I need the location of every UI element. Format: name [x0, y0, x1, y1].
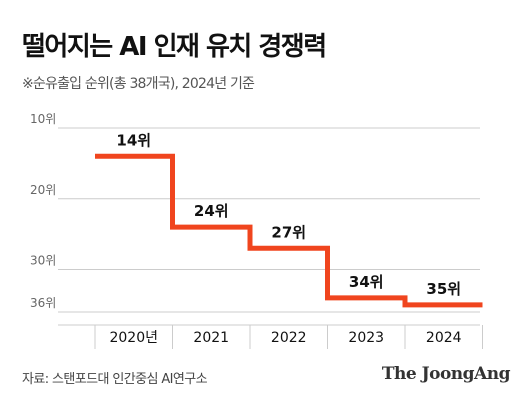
data-label: 34위: [349, 273, 384, 291]
source-note: 자료: 스탠포드대 인간중심 AI연구소: [22, 372, 208, 387]
data-label: 27위: [271, 223, 306, 241]
y-tick-label: 10위: [30, 112, 56, 126]
series-step-line: [95, 153, 483, 308]
chart-subtitle: ※순유출입 순위(총 38개국), 2024년 기준: [22, 76, 255, 92]
x-tick-label: 2022: [271, 330, 307, 346]
y-tick-label: 30위: [30, 254, 56, 268]
series-line: [95, 153, 483, 308]
data-labels: 14위 24위 27위 34위 35위: [116, 131, 461, 298]
y-tick-label: 36위: [30, 296, 56, 310]
x-tick-label: 2021: [193, 330, 229, 346]
chart-title: 떨어지는 AI 인재 유치 경쟁력: [22, 32, 327, 62]
brand-logo: The JoongAng: [381, 364, 511, 384]
x-tick-label: 2023: [348, 330, 384, 346]
x-tick-label: 2024: [426, 330, 462, 346]
data-label: 24위: [194, 202, 229, 220]
grid-lines: [58, 127, 480, 313]
data-label: 35위: [426, 280, 461, 298]
y-axis-ticks: 10위 20위 30위 36위: [30, 112, 56, 310]
y-tick-label: 20위: [30, 183, 56, 197]
data-label: 14위: [116, 131, 151, 149]
x-axis: 2020년 2021 2022 2023 2024: [58, 324, 483, 349]
x-tick-label: 2020년: [109, 330, 158, 346]
